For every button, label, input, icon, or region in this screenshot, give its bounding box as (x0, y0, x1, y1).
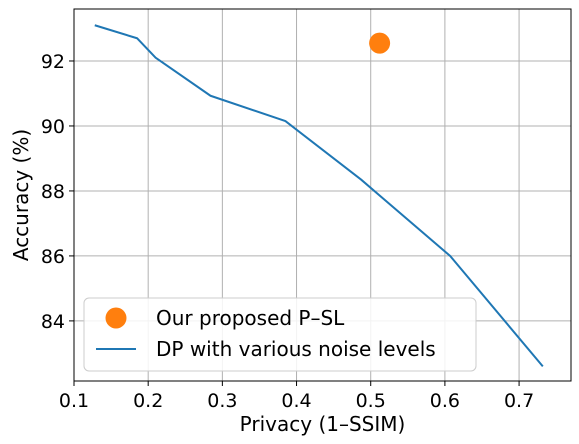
ticks: 0.1 0.2 0.3 0.4 0.5 0.6 0.7 84 86 88 90 92 (41, 51, 534, 412)
legend: Our proposed P–SL DP with various noise l… (83, 297, 477, 372)
series-layer (94, 24, 544, 368)
proposed-psl-point (369, 32, 391, 54)
y-tick-label: 86 (41, 246, 65, 268)
grid (73, 9, 571, 381)
y-tick-label: 88 (41, 181, 65, 203)
y-tick-label: 90 (41, 116, 65, 138)
x-tick-label: 0.2 (133, 390, 163, 412)
y-tick-label: 84 (41, 311, 65, 333)
x-tick-label: 0.3 (207, 390, 237, 412)
x-tick-label: 0.1 (59, 390, 89, 412)
dp-noise-line (94, 24, 544, 368)
legend-scatter-marker (105, 307, 127, 329)
x-tick-label: 0.4 (281, 390, 311, 412)
x-tick-label: 0.6 (430, 390, 460, 412)
y-axis-label: Accuracy (%) (9, 129, 33, 261)
legend-label-proposed: Our proposed P–SL (156, 306, 345, 330)
legend-label-dp: DP with various noise levels (156, 337, 436, 361)
plot-frame (73, 8, 572, 382)
x-tick-label: 0.5 (356, 390, 386, 412)
x-tick-label: 0.7 (504, 390, 534, 412)
x-axis-label: Privacy (1–SSIM) (240, 412, 406, 436)
legend-box (83, 297, 477, 372)
y-tick-label: 92 (41, 51, 65, 73)
